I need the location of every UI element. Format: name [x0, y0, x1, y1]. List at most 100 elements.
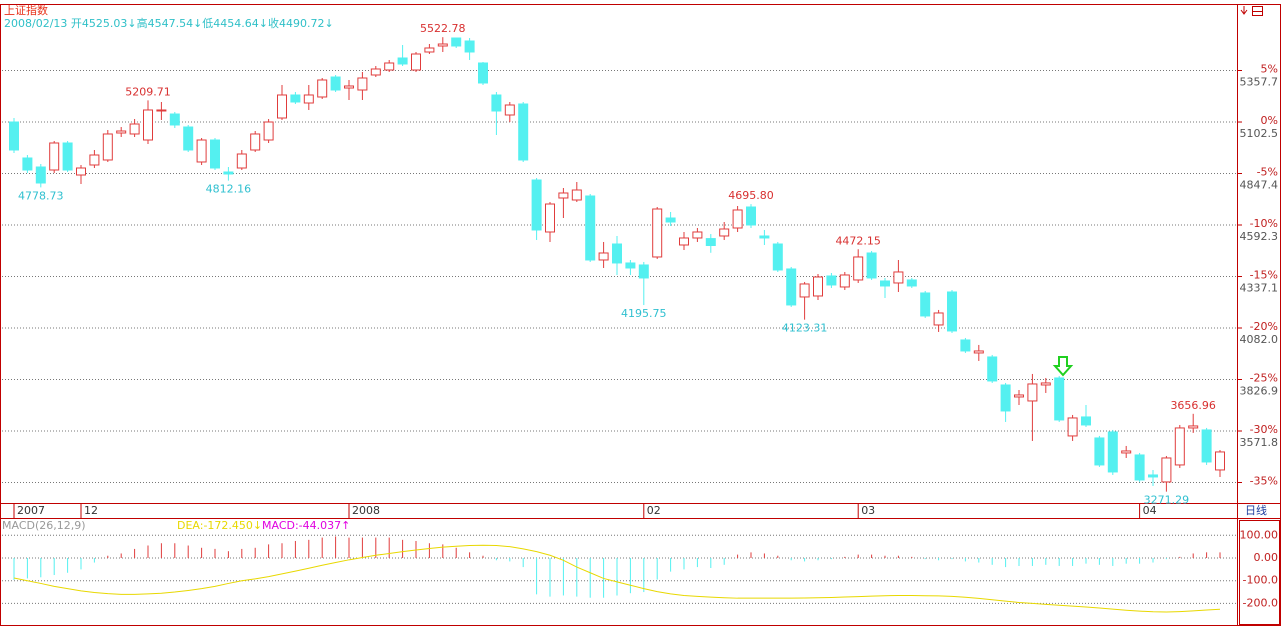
candle-down: [397, 57, 408, 65]
y-tick-label: -25%: [1250, 372, 1278, 385]
candle-up: [76, 167, 86, 176]
arrow-icon[interactable]: [1240, 6, 1248, 15]
candle-down: [223, 171, 234, 175]
candle-up: [411, 53, 421, 71]
candle-up: [1215, 451, 1225, 471]
high-label: 4472.15: [835, 234, 881, 247]
x-tick-label: 03: [861, 504, 875, 517]
y-tick-label: -5%: [1257, 166, 1278, 179]
y-tick-label: 0.00: [1254, 551, 1279, 564]
candle-up: [357, 77, 368, 91]
candle-down: [960, 339, 971, 352]
y2-tick-label: 4082.0: [1240, 333, 1279, 346]
candle-down: [62, 142, 73, 171]
candle-up: [89, 154, 100, 166]
y-tick-label: -200.0: [1243, 596, 1278, 609]
toolbar-icons[interactable]: [1240, 6, 1263, 16]
candle-up: [384, 62, 395, 71]
dea-label: DEA:-172.450↓: [177, 519, 262, 532]
candle-down: [906, 279, 917, 287]
candle-up: [545, 203, 555, 233]
candle-down: [183, 126, 194, 151]
candle-down: [491, 94, 502, 112]
candle-down: [290, 94, 301, 103]
candle-down: [880, 280, 890, 287]
signal-arrow: [1052, 356, 1074, 377]
candle-down: [947, 291, 957, 332]
candle-down: [478, 62, 488, 84]
candle-up: [250, 133, 261, 151]
subtitle: 2008/02/13 开4525.03↓高4547.54↓低4454.64↓收4…: [4, 16, 334, 30]
candle-down: [464, 40, 475, 53]
candle-up: [196, 139, 207, 163]
candle-up: [344, 85, 354, 89]
candle-down: [585, 195, 596, 261]
candle-up: [558, 192, 569, 199]
candle-up: [424, 47, 435, 53]
candle-down: [22, 157, 33, 171]
candle-up: [799, 283, 810, 298]
candle-up: [49, 142, 60, 171]
candle-down: [9, 121, 19, 151]
candle-up: [303, 94, 314, 104]
y-tick-label: -35%: [1250, 475, 1278, 488]
candle-down: [625, 262, 636, 269]
y-tick-label: -20%: [1250, 320, 1278, 333]
y-tick-label: -10%: [1250, 217, 1278, 230]
candle-up: [598, 252, 609, 261]
candle-down: [920, 292, 931, 317]
y2-tick-label: 3571.8: [1240, 436, 1279, 449]
x-tick-label: 04: [1143, 504, 1157, 517]
candle-up: [1188, 425, 1199, 429]
candle-down: [705, 238, 716, 247]
low-label: 4778.73: [18, 189, 64, 202]
candle-up: [571, 189, 582, 201]
x-tick-label: 12: [84, 504, 98, 517]
candle-up: [853, 256, 864, 281]
candle-down: [1094, 437, 1105, 466]
candle-down: [987, 356, 998, 382]
candle-down: [612, 243, 622, 264]
x-tick-label: 2008: [352, 504, 380, 517]
candle-up: [116, 130, 127, 134]
candle-up: [1161, 457, 1172, 483]
x-tick-label: 2007: [17, 504, 45, 517]
candle-up: [719, 228, 730, 237]
candle-up: [1027, 383, 1038, 402]
low-label: 4195.75: [621, 307, 667, 320]
low-label: 3271.29: [1144, 494, 1190, 507]
candle-up: [1121, 450, 1132, 454]
candle-down: [1134, 454, 1145, 481]
candle-down: [35, 166, 46, 184]
y2-tick-label: 4337.1: [1240, 282, 1279, 295]
low-label: 4123.31: [782, 322, 828, 335]
y-tick-label: -15%: [1250, 269, 1278, 282]
candle-up: [679, 237, 689, 246]
low-label: 4812.16: [206, 183, 252, 196]
candle-down: [451, 37, 462, 47]
candle-up: [277, 94, 287, 119]
dea-line: [13, 544, 1221, 613]
candle-up: [813, 276, 823, 297]
candle-down: [531, 179, 542, 231]
candle-up: [692, 231, 703, 239]
y2-tick-label: 4592.3: [1240, 230, 1279, 243]
candle-up: [933, 312, 944, 326]
candle-up: [1067, 417, 1078, 437]
candle-up: [504, 104, 515, 116]
high-label: 5522.78: [420, 22, 466, 35]
candle-up: [652, 208, 663, 258]
y2-tick-label: 5357.7: [1240, 76, 1279, 89]
candle-down: [772, 243, 783, 271]
candle-down: [1148, 474, 1158, 478]
candle-up: [129, 123, 140, 135]
candle-up: [437, 43, 448, 47]
candle-up: [839, 274, 850, 288]
y-tick-label: -100.0: [1243, 574, 1278, 587]
y-tick-label: 100.00: [1240, 528, 1279, 541]
high-label: 4695.80: [728, 189, 774, 202]
candle-up: [156, 109, 167, 112]
candle-up: [1174, 427, 1185, 466]
candle-down: [786, 268, 797, 306]
